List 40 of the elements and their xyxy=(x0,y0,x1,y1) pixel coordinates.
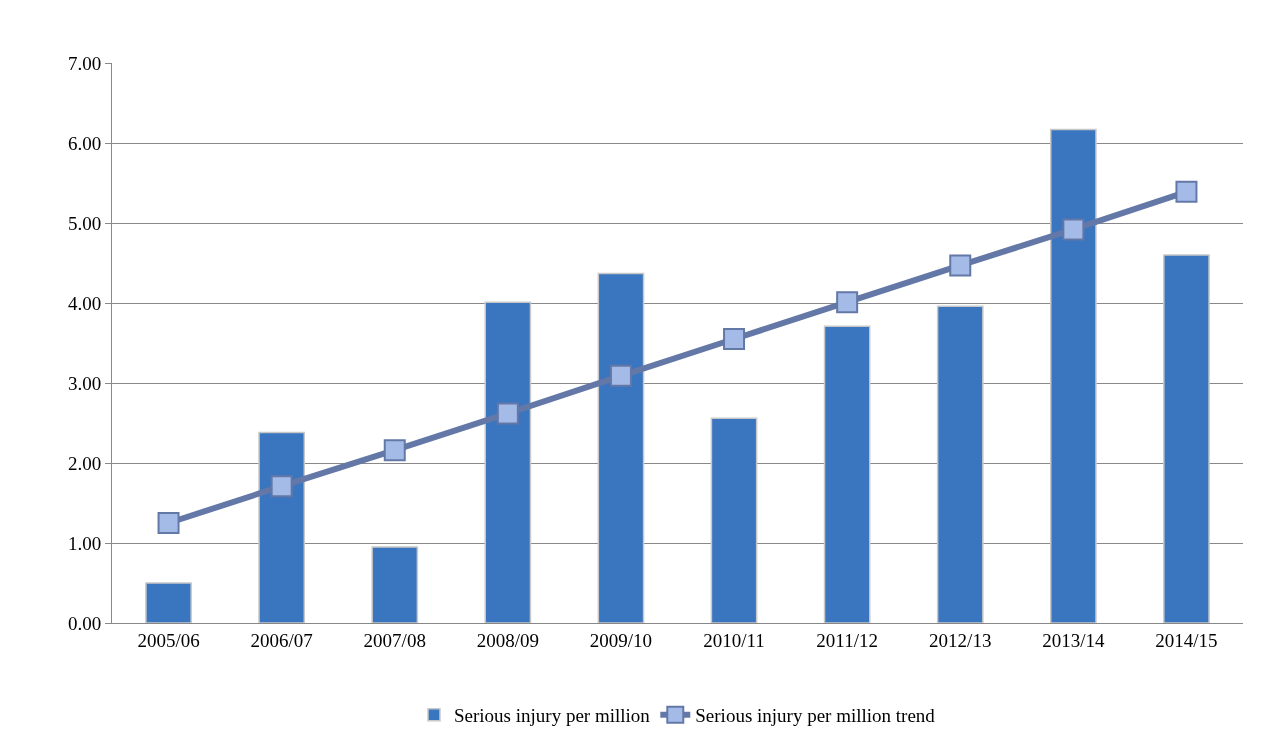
x-tick-label: 2010/11 xyxy=(703,629,765,651)
point xyxy=(157,512,180,534)
bar xyxy=(258,431,306,623)
y-tick-label: 3.00 xyxy=(67,372,102,394)
x-tick-label: 2008/09 xyxy=(476,629,539,651)
y-tick-label: 2.00 xyxy=(67,452,102,474)
point xyxy=(496,402,519,425)
bar xyxy=(597,272,645,623)
bar xyxy=(936,305,984,623)
point xyxy=(270,475,293,498)
x-tick-label: 2009/10 xyxy=(589,629,653,651)
legend-label: Serious injury per million trend xyxy=(695,705,936,727)
point xyxy=(1175,180,1198,203)
x-tick-label: 2013/14 xyxy=(1042,629,1105,651)
y-tick-label: 7.00 xyxy=(67,52,102,74)
bar xyxy=(145,582,192,623)
x-tick-label: 2007/08 xyxy=(363,629,426,651)
y-tick-label: 5.00 xyxy=(67,212,102,234)
bar xyxy=(1049,128,1097,623)
y-tick-label: 0.00 xyxy=(67,612,102,634)
point xyxy=(1062,218,1085,241)
point xyxy=(383,439,406,462)
bar xyxy=(1163,254,1210,623)
point xyxy=(836,291,859,314)
point xyxy=(609,364,632,387)
x-tick-label: 2006/07 xyxy=(250,629,313,651)
bar xyxy=(484,301,532,623)
x-tick-label: 2012/13 xyxy=(929,629,992,651)
y-tick-label: 6.00 xyxy=(67,132,102,154)
point xyxy=(949,254,972,277)
point xyxy=(723,328,746,350)
y-tick-label: 4.00 xyxy=(67,292,102,314)
bar xyxy=(371,546,419,623)
x-tick-label: 2014/15 xyxy=(1155,629,1218,651)
x-tick-label: 2011/12 xyxy=(816,629,878,651)
bar xyxy=(710,417,758,623)
x-tick-label: 2005/06 xyxy=(137,629,200,651)
bar xyxy=(823,325,871,623)
y-tick-label: 1.00 xyxy=(67,532,102,554)
legend-label: Serious injury per million xyxy=(454,705,651,727)
